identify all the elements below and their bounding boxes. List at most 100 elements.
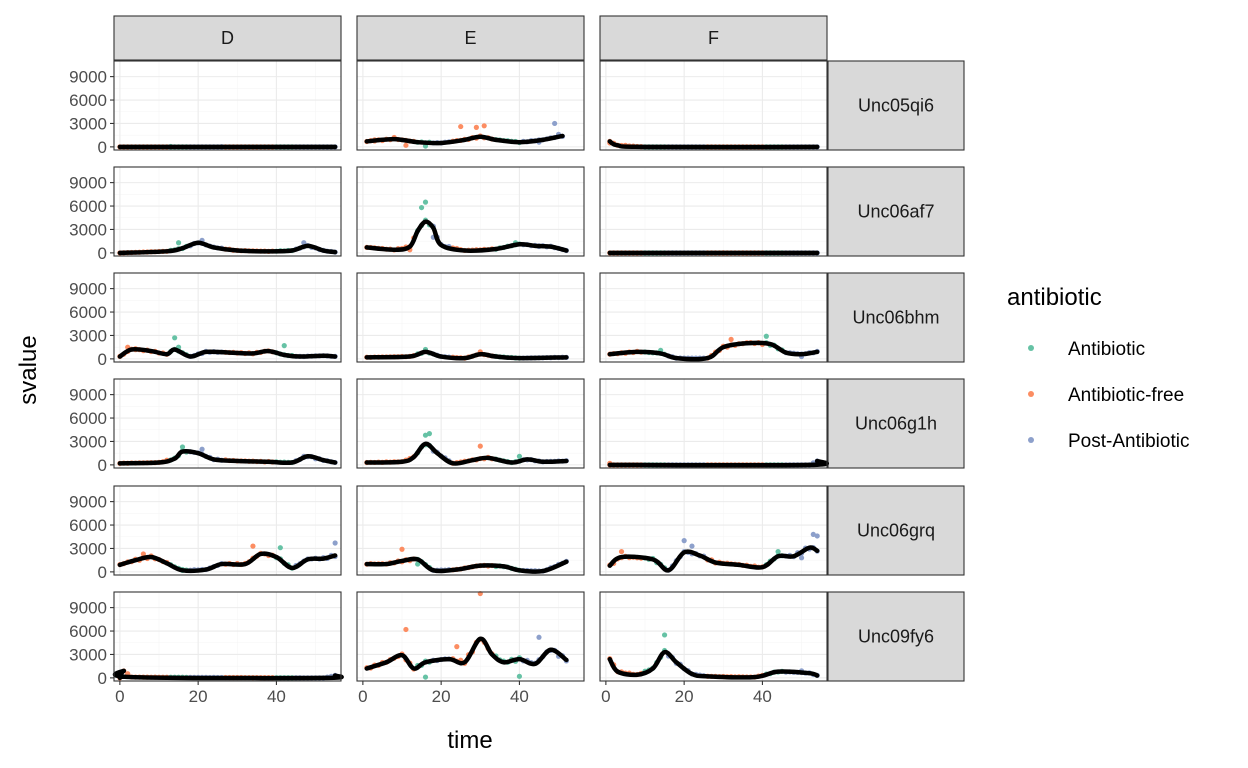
- panel-border: [599, 60, 828, 151]
- x-axis-title: time: [447, 727, 492, 754]
- legend-item: Antibiotic-free: [1028, 385, 1184, 406]
- row-strip-label: Unc05qi6: [858, 96, 934, 116]
- panel-border: [113, 272, 342, 363]
- data-point: [552, 120, 558, 127]
- x-axis: 0 20 40: [601, 681, 772, 706]
- y-tick-label: 3000: [69, 432, 107, 451]
- panel-border: [356, 378, 585, 469]
- panel-unc09fy6-d: [112, 591, 344, 682]
- row-strip-label: Unc09fy6: [858, 627, 934, 647]
- data-point: [775, 548, 781, 555]
- smooth-trend-line: [117, 551, 338, 574]
- data-point: [250, 543, 256, 549]
- x-axis: 0 20 40: [115, 681, 286, 706]
- data-point: [763, 333, 769, 339]
- panel-unc06af7-f: [599, 166, 828, 257]
- panel-background: [357, 592, 584, 681]
- smooth-trend-line: [364, 219, 569, 253]
- data-point: [814, 533, 820, 539]
- y-tick-label: 9000: [69, 386, 107, 405]
- row-strip-box: [827, 378, 965, 469]
- panel-background: [600, 592, 827, 681]
- col-strip-box: [599, 15, 828, 61]
- data-point: [618, 548, 625, 555]
- legend: antibiotic Antibiotic Antibiotic-free Post…: [1007, 284, 1189, 452]
- y-tick-label: 3000: [69, 326, 107, 345]
- x-tick-label: 40: [267, 687, 286, 706]
- panel-unc09fy6-e: [356, 590, 585, 682]
- smooth-trend-line: [117, 240, 338, 256]
- smooth-trend-line: [607, 139, 820, 150]
- smooth-trend-line: [112, 668, 344, 681]
- smooth-trend-line: [364, 556, 569, 574]
- panel-border: [113, 166, 342, 257]
- legend-title: antibiotic: [1007, 284, 1102, 311]
- panel-border: [356, 166, 585, 257]
- facet-panels: [112, 60, 829, 682]
- legend-label: Antibiotic: [1068, 339, 1145, 360]
- panel-unc06bhm-d: [113, 272, 342, 363]
- data-point: [426, 431, 433, 437]
- y-axis: 0 3000 6000 9000: [69, 174, 114, 263]
- legend-item: Post-Antibiotic: [1028, 431, 1189, 452]
- col-strip-f: F: [599, 15, 828, 61]
- panel-border: [599, 485, 828, 576]
- x-tick-label: 0: [601, 687, 610, 706]
- y-tick-label: 6000: [69, 516, 107, 535]
- y-tick-label: 9000: [69, 599, 107, 618]
- smooth-trend-line: [607, 649, 820, 680]
- y-tick-label: 3000: [69, 114, 107, 133]
- panel-unc05qi6-e: [356, 60, 585, 151]
- y-tick-label: 9000: [69, 493, 107, 512]
- data-point: [199, 446, 205, 452]
- x-tick-label: 20: [675, 687, 694, 706]
- y-tick-label: 0: [98, 138, 107, 157]
- y-tick-label: 9000: [69, 68, 107, 87]
- y-axis: 0 3000 6000 9000: [69, 599, 114, 688]
- y-tick-label: 0: [98, 350, 107, 369]
- legend-key: [1028, 345, 1034, 351]
- x-tick-label: 0: [115, 687, 124, 706]
- x-axis: 0 20 40: [358, 681, 529, 706]
- row-strip-box: [827, 60, 965, 151]
- data-point: [415, 561, 421, 567]
- data-point: [458, 123, 464, 130]
- panel-background: [114, 61, 341, 150]
- panel-border: [599, 591, 828, 682]
- y-axis: 0 3000 6000 9000: [69, 386, 114, 475]
- row-strip-label: Unc06grq: [857, 521, 935, 541]
- data-point: [516, 453, 523, 459]
- legend-key: [1028, 391, 1034, 397]
- legend-label: Antibiotic-free: [1068, 385, 1184, 406]
- row-strip-unc05qi6: Unc05qi6: [827, 60, 965, 151]
- smooth-trend-line: [117, 449, 338, 466]
- col-strip-e: E: [356, 15, 585, 61]
- row-strip-unc09fy6: Unc09fy6: [827, 591, 965, 682]
- panel-background: [600, 273, 827, 362]
- smooth-trend-line: [607, 340, 820, 362]
- panel-border: [599, 166, 828, 257]
- data-point: [481, 123, 487, 129]
- data-point: [403, 142, 409, 148]
- panel-unc06af7-e: [356, 166, 585, 257]
- panel-unc06g1h-e: [356, 378, 585, 469]
- panel-unc05qi6-d: [113, 60, 342, 151]
- col-strip-box: [356, 15, 585, 61]
- data-point: [277, 545, 283, 551]
- data-point: [810, 531, 816, 538]
- data-point: [689, 543, 695, 549]
- x-tick-label: 40: [753, 687, 772, 706]
- panel-border: [113, 591, 342, 682]
- panel-border: [113, 378, 342, 469]
- col-strip-label: D: [221, 28, 234, 48]
- x-tick-label: 0: [358, 687, 367, 706]
- data-point: [422, 674, 429, 680]
- row-strip-box: [827, 166, 965, 257]
- x-tick-label: 40: [510, 687, 529, 706]
- data-point: [172, 335, 178, 341]
- panel-background: [357, 379, 584, 468]
- panel-border: [356, 272, 585, 363]
- panel-unc06g1h-d: [113, 378, 342, 469]
- panel-unc06bhm-f: [599, 272, 828, 363]
- panel-border: [356, 485, 585, 576]
